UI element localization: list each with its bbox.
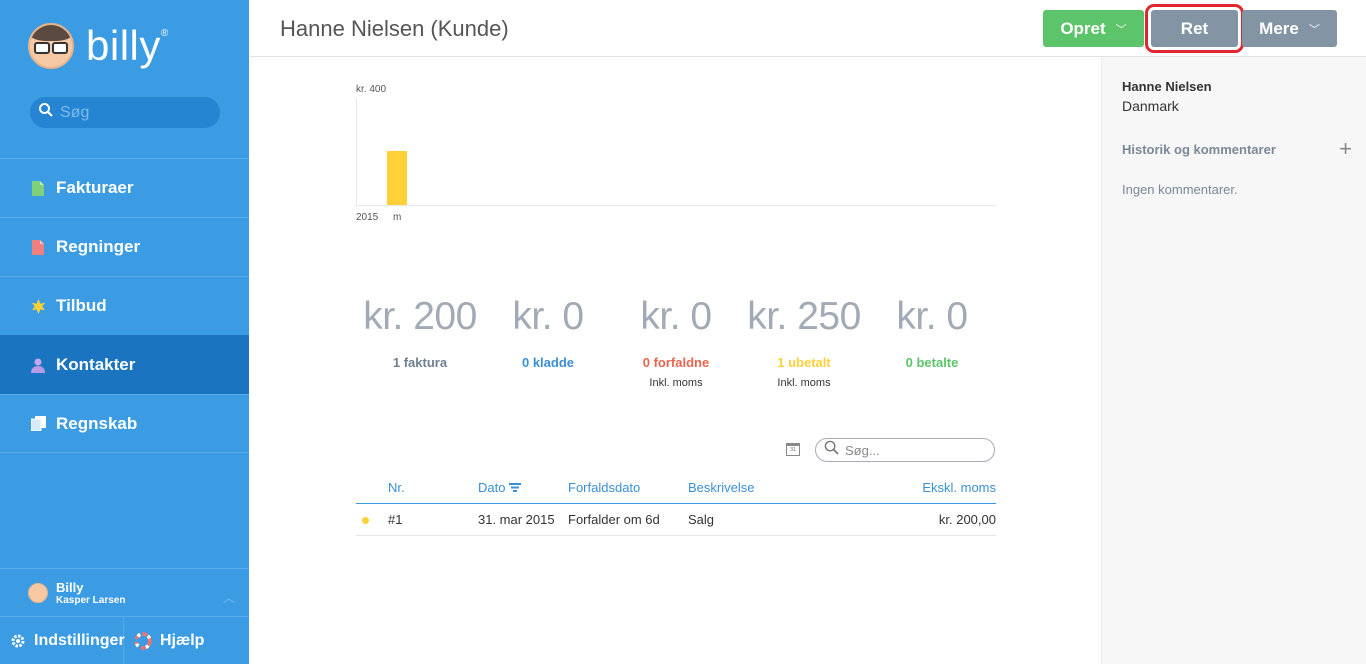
stat-value: kr. 200 <box>363 295 477 338</box>
invoice-icon <box>30 180 46 196</box>
cell-nr: #1 <box>388 512 403 527</box>
billy-logo[interactable]: billy® <box>28 18 169 74</box>
cell-dato: 31. mar 2015 <box>478 512 555 527</box>
contact-country: Danmark <box>1122 98 1179 114</box>
chevron-up-icon: ︿ <box>222 591 235 605</box>
stat-label: 0 kladde <box>521 355 575 370</box>
settings-label: Indstillinger <box>34 631 125 649</box>
chart-bar <box>387 151 407 205</box>
page-header: Hanne Nielsen (Kunde) Opret ﹀ Ret Mere ﹀ <box>250 0 1366 57</box>
status-dot <box>362 517 369 524</box>
stat-label: 1 ubetalt <box>777 355 831 370</box>
opret-button[interactable]: Opret ﹀ <box>1043 10 1144 47</box>
no-comments-text: Ingen kommentarer. <box>1122 182 1238 197</box>
column-header-nr[interactable]: Nr. <box>388 480 405 495</box>
help-label: Hjælp <box>160 631 205 649</box>
billy-mascot-icon <box>28 23 74 69</box>
sidebar-item-label: Kontakter <box>56 355 136 374</box>
stat-value: kr. 0 <box>896 295 968 338</box>
sidebar-item-label: Tilbud <box>56 296 107 315</box>
sidebar-item-regnskab[interactable]: Regnskab <box>0 394 249 453</box>
stat-block[interactable]: kr. 0 0 forfaldne Inkl. moms <box>612 295 740 389</box>
revenue-chart: kr. 400 2015 m <box>356 80 996 230</box>
sidebar-search-input[interactable] <box>60 103 210 122</box>
sidebar-item-regninger[interactable]: Regninger <box>0 217 249 276</box>
column-header-dato[interactable]: Dato <box>478 480 568 495</box>
cell-ekskl-moms: kr. 200,00 <box>938 512 996 527</box>
mere-button[interactable]: Mere ﹀ <box>1242 10 1337 47</box>
sidebar-item-label: Regninger <box>56 237 141 256</box>
avatar <box>28 582 48 603</box>
stat-label: 0 forfaldne <box>642 355 710 370</box>
chart-y-tick: kr. 400 <box>356 84 387 95</box>
calendar-icon[interactable]: 31 <box>786 443 800 456</box>
sidebar-item-kontakter[interactable]: Kontakter <box>0 335 249 394</box>
sidebar-footer: Indstillinger Hjælp <box>0 616 249 664</box>
chart-plot-area <box>356 98 996 206</box>
help-button[interactable]: Hjælp <box>124 617 204 664</box>
sidebar-search[interactable] <box>30 97 220 128</box>
sidebar-item-label: Regnskab <box>56 413 138 433</box>
sidebar-nav: Fakturaer Regninger Tilbud Kontakter Reg… <box>0 158 249 453</box>
column-header-ekskl-moms[interactable]: Ekskl. moms <box>922 480 996 495</box>
stat-block[interactable]: kr. 250 1 ubetalt Inkl. moms <box>740 295 868 389</box>
user-name: Billy <box>56 579 84 595</box>
star-icon <box>30 298 46 314</box>
sort-icon <box>509 480 522 495</box>
chevron-down-icon: ﹀ <box>1115 23 1127 36</box>
summary-stats: kr. 200 1 faktura kr. 0 0 kladde kr. 0 0 forf… <box>356 295 996 389</box>
stat-label: 0 betalte <box>905 355 959 370</box>
chart-x-tick: m <box>393 212 402 223</box>
table-row[interactable]: #1 31. mar 2015 Forfalder om 6d Salg kr.… <box>356 504 996 536</box>
cell-forfaldsdato: Forfalder om 6d <box>568 512 660 527</box>
user-menu[interactable]: Billy Kasper Larsen ︿ <box>0 568 249 616</box>
chart-year-label: 2015 <box>356 212 379 223</box>
search-icon <box>38 102 54 123</box>
stat-block[interactable]: kr. 0 0 betalte <box>868 295 996 389</box>
gear-icon <box>10 633 26 649</box>
bill-icon <box>30 239 46 255</box>
sidebar-item-label: Fakturaer <box>56 178 134 197</box>
column-header-beskrivelse[interactable]: Beskrivelse <box>688 480 755 495</box>
stat-block[interactable]: kr. 200 1 faktura <box>356 295 484 389</box>
history-label: Historik og kommentarer <box>1122 141 1276 157</box>
sidebar: billy® Fakturaer Regninger Tilbud Kontak… <box>0 0 249 664</box>
add-comment-icon[interactable]: + <box>1339 136 1352 161</box>
sidebar-item-fakturaer[interactable]: Fakturaer <box>0 158 249 217</box>
stat-block[interactable]: kr. 0 0 kladde <box>484 295 612 389</box>
table-header: Nr. Dato Forfaldsdato Beskrivelse Ekskl.… <box>356 472 996 504</box>
stat-value: kr. 0 <box>640 295 712 338</box>
stat-value: kr. 0 <box>512 295 584 338</box>
stat-label: 1 faktura <box>392 355 448 370</box>
stat-subtext: Inkl. moms <box>649 377 703 389</box>
logo-text: billy® <box>86 22 169 69</box>
table-search[interactable] <box>815 438 995 462</box>
contact-sidepanel: Hanne Nielsen Danmark Historik og kommen… <box>1101 57 1366 664</box>
contact-name: Hanne Nielsen <box>1122 79 1212 94</box>
ret-button[interactable]: Ret <box>1145 4 1244 53</box>
stat-value: kr. 250 <box>747 295 861 338</box>
person-icon <box>30 357 46 373</box>
ledger-icon <box>30 416 46 432</box>
cell-beskrivelse: Salg <box>688 512 715 527</box>
lifebuoy-icon <box>134 631 152 650</box>
chevron-down-icon: ﹀ <box>1308 23 1320 36</box>
settings-button[interactable]: Indstillinger <box>0 617 125 664</box>
table-search-input[interactable] <box>845 442 985 458</box>
invoice-table: Nr. Dato Forfaldsdato Beskrivelse Ekskl.… <box>356 472 996 536</box>
column-header-forfaldsdato[interactable]: Forfaldsdato <box>568 480 641 495</box>
page-title: Hanne Nielsen (Kunde) <box>280 16 509 41</box>
sidebar-item-tilbud[interactable]: Tilbud <box>0 276 249 335</box>
stat-subtext: Inkl. moms <box>777 377 831 389</box>
search-icon <box>824 440 839 460</box>
user-company: Kasper Larsen <box>56 594 126 606</box>
history-section-header: Historik og kommentarer + <box>1122 136 1352 162</box>
